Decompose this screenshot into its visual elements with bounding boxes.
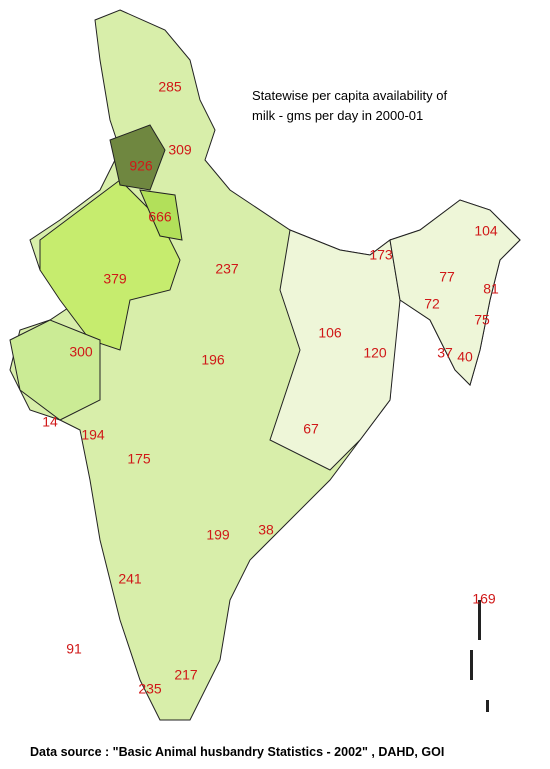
east-region [269,229,401,471]
state-value: 106 [318,325,342,341]
state-value: 91 [66,641,82,657]
northeast-region [389,199,521,386]
state-value: 379 [103,271,127,287]
state-value: 926 [129,158,153,174]
state-value: 67 [303,421,319,437]
state-value: 285 [158,79,182,95]
state-value: 217 [174,667,198,683]
state-value: 104 [474,223,498,239]
state-value: 81 [483,281,499,297]
state-value: 75 [474,312,490,328]
state-labels: 285 926 309 666 379 237 173 104 77 72 81 75 37 40 300 1… [42,79,499,697]
state-value: 241 [118,571,142,587]
state-value: 14 [42,414,58,430]
state-value: 196 [201,352,225,368]
gujarat [9,319,101,421]
state-value: 175 [127,451,151,467]
state-value: 194 [81,427,105,443]
haryana [139,189,183,241]
punjab [109,124,166,191]
state-value: 77 [439,269,455,285]
state-value: 72 [424,296,440,312]
state-value: 40 [457,349,473,365]
andaman-islands [470,600,489,712]
state-value: 309 [168,142,192,158]
state-value: 666 [148,209,172,225]
state-value: 199 [206,527,230,543]
state-value: 237 [215,261,239,277]
state-value: 300 [69,344,93,360]
title-line: Statewise per capita availability of [252,88,447,103]
state-value: 235 [138,681,162,697]
state-value: 120 [363,345,387,361]
data-source: Data source : "Basic Animal husbandry St… [30,745,444,759]
state-value: 173 [369,247,393,263]
state-value: 169 [472,591,496,607]
rajasthan [39,179,181,351]
title-line: milk - gms per day in 2000-01 [252,108,423,123]
state-value: 38 [258,522,274,538]
state-value: 37 [437,345,453,361]
